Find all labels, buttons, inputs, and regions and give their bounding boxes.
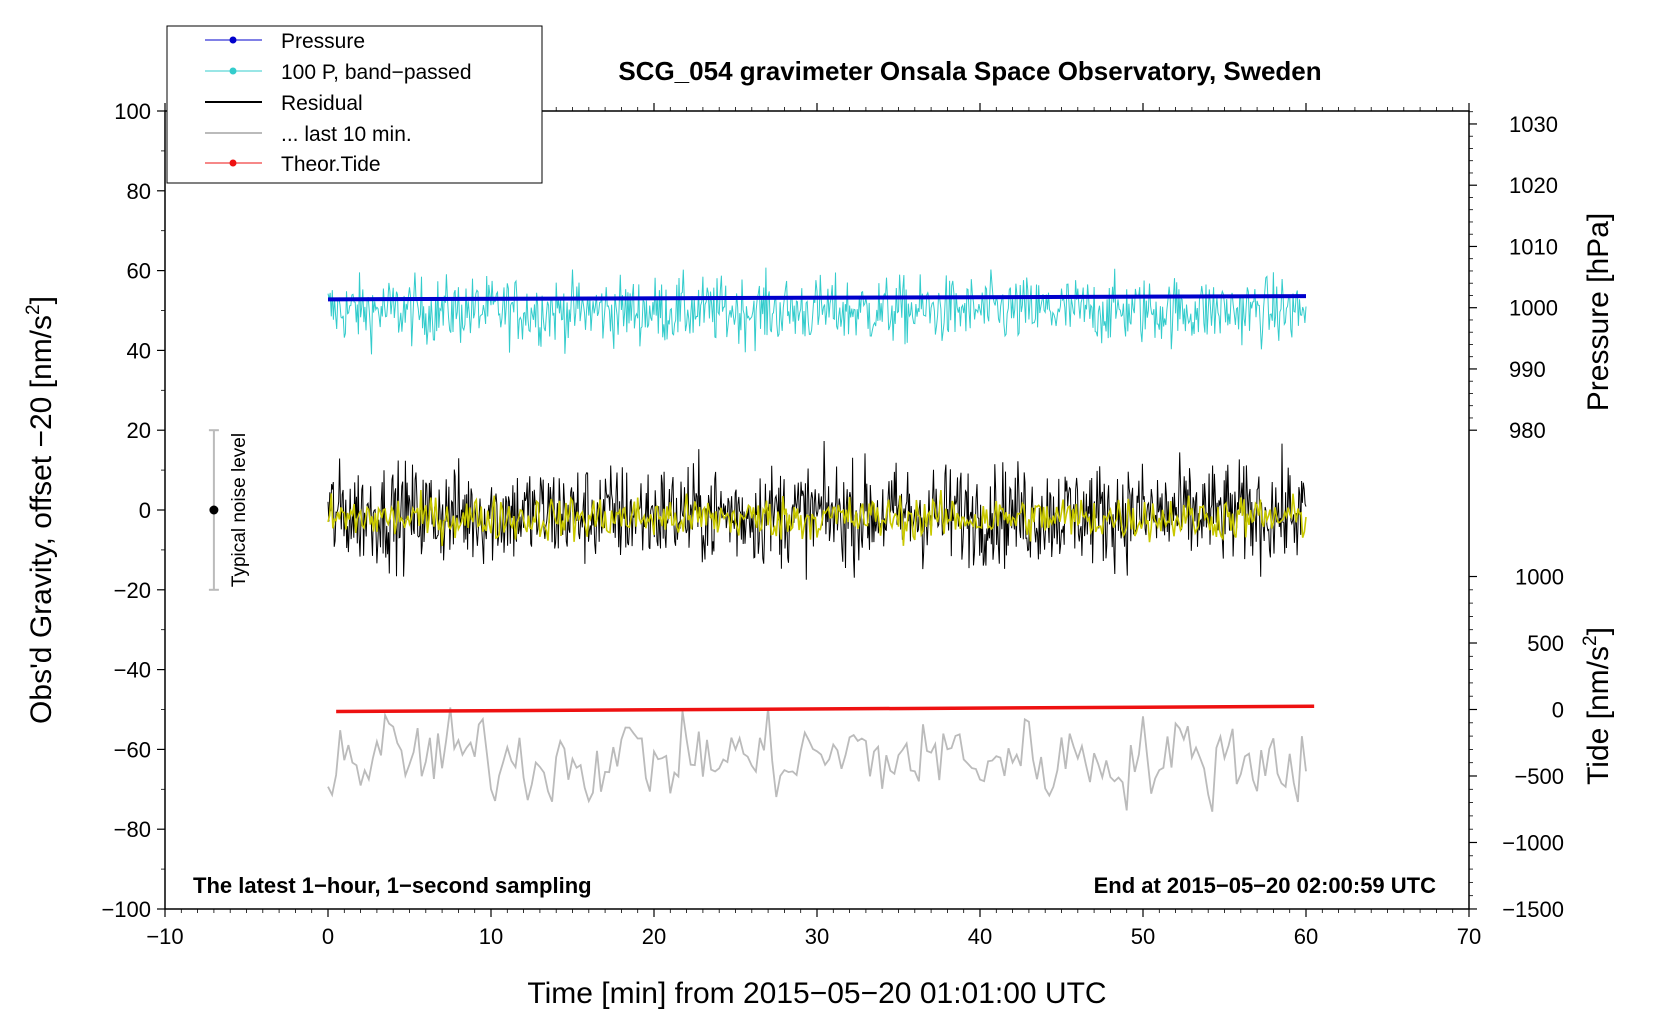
legend: Pressure 100 P, band−passed Residual ...… (166, 25, 543, 184)
y-tick-label: 0 (139, 498, 151, 523)
tide-tick-label: 1000 (1515, 565, 1564, 590)
legend-entry-pressure: Pressure (205, 30, 365, 53)
y-left-title-end: ] (25, 296, 58, 304)
x-tick-label: 0 (322, 924, 334, 949)
y-tick-label: −100 (101, 897, 151, 922)
legend-label-tide: Theor.Tide (281, 153, 381, 176)
pressure-tick-label: 1020 (1509, 173, 1558, 198)
y-tick-label: −80 (114, 817, 151, 842)
x-tick-label: 70 (1457, 924, 1481, 949)
x-tick-label: 20 (642, 924, 666, 949)
pressure-tick-label: 1010 (1509, 234, 1558, 259)
y-tick-label: 20 (127, 418, 151, 443)
legend-entry-last10: ... last 10 min. (205, 123, 412, 146)
x-tick-label: 40 (968, 924, 992, 949)
tide-tick-label: −1500 (1502, 897, 1564, 922)
series-bandpassed (327, 267, 1307, 355)
x-tick-label: 50 (1131, 924, 1155, 949)
tide-tick-label: 0 (1552, 698, 1564, 723)
x-axis-title: Time [min] from 2015−05−20 01:01:00 UTC (527, 977, 1106, 1010)
x-tick-label: 60 (1294, 924, 1318, 949)
tide-title-main: Tide [nm/s (1582, 646, 1615, 785)
tide-title-end: ] (1582, 627, 1615, 635)
noise-bar-center (209, 505, 219, 515)
legend-entry-bandpassed: 100 P, band−passed (205, 61, 472, 84)
tide-tick-label: −1000 (1502, 830, 1564, 855)
y-tick-label: −60 (114, 737, 151, 762)
y-tick-label: −40 (114, 658, 151, 683)
y-axis-tide-title: Tide [nm/s2] (1580, 627, 1615, 785)
y-tick-label: −20 (114, 578, 151, 603)
legend-entry-tide: Theor.Tide (205, 153, 381, 176)
y-tick-label: 40 (127, 338, 151, 363)
y-left-title-main: Obs'd Gravity, offset −20 [nm/s (25, 315, 58, 724)
legend-entry-residual: Residual (205, 92, 363, 115)
legend-label-residual: Residual (281, 92, 363, 115)
legend-label-bandpassed: 100 P, band−passed (281, 61, 472, 84)
x-tick-label: 10 (479, 924, 503, 949)
y-tick-label: 60 (127, 259, 151, 284)
pressure-tick-label: 1030 (1509, 112, 1558, 137)
series-residual (327, 440, 1307, 580)
y-tick-label: 80 (127, 179, 151, 204)
series-last-10min (327, 707, 1307, 812)
pressure-tick-label: 980 (1509, 418, 1546, 443)
legend-marker-pressure (229, 36, 237, 44)
y-axis-pressure-title: Pressure [hPa] (1582, 213, 1615, 411)
note-end-time: End at 2015−05−20 02:00:59 UTC (1094, 873, 1437, 898)
legend-marker-tide (229, 159, 237, 167)
series-theor-tide (336, 704, 1315, 714)
legend-label-pressure: Pressure (281, 30, 365, 53)
legend-box (166, 25, 543, 184)
pressure-tick-label: 1000 (1509, 296, 1558, 321)
note-latest-hour: The latest 1−hour, 1−second sampling (193, 873, 592, 898)
chart-title: SCG_054 gravimeter Onsala Space Observat… (618, 56, 1321, 86)
x-tick-label: −10 (146, 924, 183, 949)
tide-tick-label: 500 (1527, 631, 1564, 656)
noise-level-label: Typical noise level (229, 433, 250, 587)
y-tick-label: 100 (114, 99, 151, 124)
tide-tick-label: −500 (1514, 764, 1564, 789)
series-pressure (327, 294, 1307, 302)
pressure-tick-label: 990 (1509, 357, 1546, 382)
legend-label-last10: ... last 10 min. (281, 123, 412, 146)
y-axis-left-title: Obs'd Gravity, offset −20 [nm/s2] (23, 296, 58, 724)
x-tick-label: 30 (805, 924, 829, 949)
tide-title-sup: 2 (1580, 635, 1601, 646)
y-left-title-sup: 2 (23, 304, 44, 315)
series-residual-smoothed (327, 489, 1307, 546)
legend-marker-bandpassed (229, 67, 237, 75)
